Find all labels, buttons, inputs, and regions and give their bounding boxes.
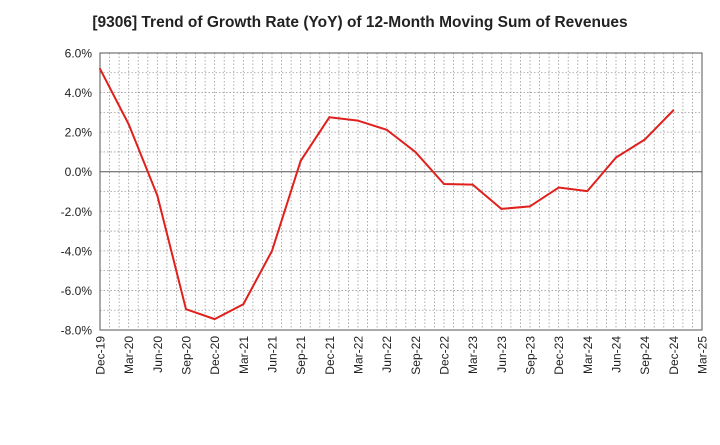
x-tick-label: Dec-21 (323, 336, 337, 375)
data-point (127, 123, 130, 126)
x-tick-label: Sep-20 (180, 336, 194, 375)
chart-title: [9306] Trend of Growth Rate (YoY) of 12-… (92, 14, 628, 31)
y-tick-label: -2.0% (61, 205, 93, 219)
x-tick-label: Jun-24 (610, 336, 624, 373)
data-point (99, 67, 101, 70)
x-tick-label: Mar-25 (696, 336, 710, 374)
x-tick-label: Mar-21 (237, 336, 251, 374)
data-point (443, 182, 445, 185)
data-point (557, 186, 560, 189)
data-point (271, 249, 273, 252)
y-tick-label: 6.0% (65, 47, 93, 61)
x-tick-label: Mar-20 (122, 336, 136, 374)
data-point (529, 205, 531, 208)
data-point (299, 159, 302, 162)
x-tick-label: Mar-22 (352, 336, 366, 374)
y-tick-label: 4.0% (65, 86, 93, 100)
data-point (643, 138, 646, 141)
plot-frame (99, 52, 703, 331)
x-tick-label: Dec-23 (552, 336, 566, 375)
x-tick-label: Mar-24 (581, 336, 595, 374)
data-point (185, 308, 187, 311)
data-point (586, 190, 589, 193)
data-point (385, 128, 388, 131)
data-point (500, 207, 503, 210)
data-point (672, 109, 675, 112)
x-tick-label: Sep-21 (294, 336, 308, 375)
x-tick-label: Dec-24 (667, 336, 681, 375)
x-tick-label: Sep-24 (638, 336, 652, 375)
x-tick-label: Dec-22 (438, 336, 452, 375)
x-tick-label: Jun-23 (495, 336, 509, 373)
x-tick-label: Sep-22 (409, 336, 423, 375)
y-tick-label: 0.0% (65, 165, 93, 179)
data-point (156, 194, 159, 197)
y-tick-label: -6.0% (61, 284, 93, 298)
x-tick-label: Jun-22 (380, 336, 394, 373)
data-point (242, 303, 245, 306)
data-point (471, 183, 474, 186)
x-tick-label: Jun-21 (266, 336, 280, 373)
data-point (213, 318, 216, 321)
x-tick-label: Jun-20 (151, 336, 165, 373)
y-tick-label: 2.0% (65, 126, 93, 140)
x-tick-label: Dec-20 (208, 336, 222, 375)
data-point (328, 116, 331, 119)
data-point (414, 150, 417, 153)
y-tick-label: -8.0% (61, 324, 93, 338)
data-point (615, 156, 617, 159)
data-point (357, 119, 359, 122)
x-tick-label: Mar-23 (466, 336, 480, 374)
x-tick-label: Dec-19 (94, 336, 108, 375)
x-tick-label: Sep-23 (524, 336, 538, 375)
y-tick-label: -4.0% (61, 244, 93, 258)
